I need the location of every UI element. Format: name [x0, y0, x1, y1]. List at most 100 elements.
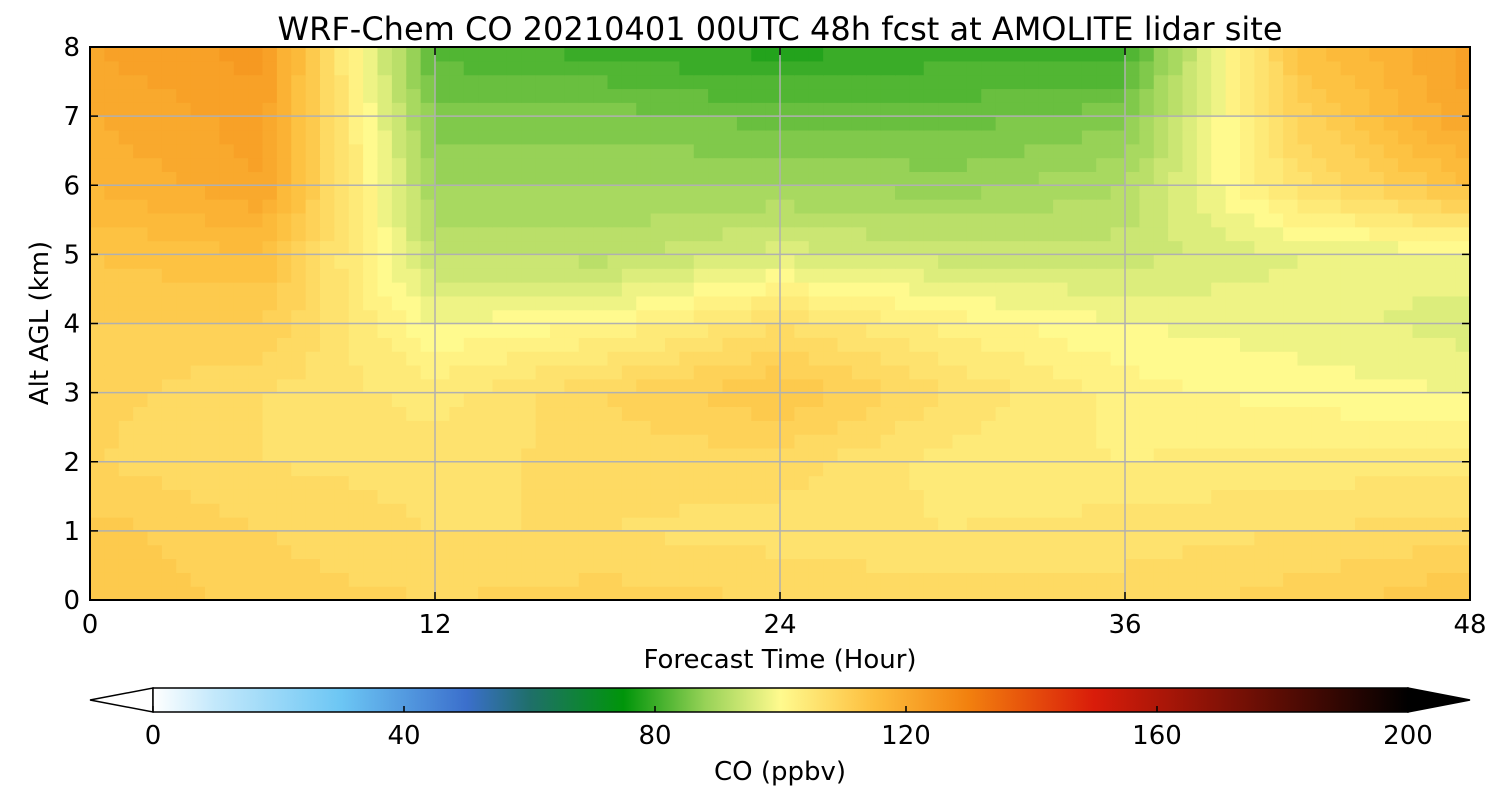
heatmap-cell	[506, 171, 522, 186]
heatmap-cell	[895, 406, 910, 421]
heatmap-cell	[995, 420, 1011, 435]
heatmap-cell	[1398, 88, 1414, 103]
heatmap-cell	[966, 143, 982, 159]
heatmap-cell	[506, 517, 522, 532]
heatmap-cell	[981, 434, 997, 449]
heatmap-cell	[1211, 503, 1227, 518]
heatmap-cell	[621, 268, 637, 283]
heatmap-cell	[981, 47, 997, 62]
heatmap-cell	[1010, 323, 1025, 338]
heatmap-cell	[133, 447, 149, 463]
heatmap-cell	[176, 185, 192, 200]
heatmap-cell	[823, 434, 839, 449]
heatmap-cell	[837, 282, 853, 297]
heatmap-cell	[1283, 503, 1299, 518]
heatmap-cell	[1283, 74, 1299, 90]
heatmap-cell	[1010, 572, 1025, 587]
heatmap-cell	[1455, 143, 1471, 159]
heatmap-cell	[147, 337, 163, 352]
heatmap-cell	[219, 323, 235, 338]
heatmap-cell	[564, 530, 580, 546]
heatmap-cell	[161, 572, 177, 587]
heatmap-cell	[722, 572, 738, 587]
heatmap-cell	[952, 586, 968, 601]
heatmap-cell	[837, 406, 853, 421]
heatmap-cell	[478, 254, 494, 269]
heatmap-cell	[1268, 254, 1284, 269]
heatmap-cell	[621, 88, 637, 103]
heatmap-cell	[1096, 586, 1112, 601]
heatmap-cell	[449, 544, 465, 560]
heatmap-cell	[1067, 129, 1083, 145]
heatmap-cell	[794, 295, 810, 311]
heatmap-cell	[219, 337, 235, 352]
heatmap-cell	[463, 434, 479, 449]
heatmap-cell	[521, 254, 537, 269]
heatmap-cell	[866, 323, 882, 338]
heatmap-cell	[780, 351, 795, 366]
heatmap-cell	[550, 212, 565, 228]
heatmap-cell	[765, 309, 781, 325]
heatmap-cell	[348, 337, 364, 352]
heatmap-cell	[190, 74, 206, 90]
heatmap-cell	[406, 586, 422, 601]
heatmap-cell	[1412, 544, 1428, 560]
heatmap-cell	[521, 282, 537, 297]
heatmap-cell	[1125, 226, 1140, 242]
heatmap-cell	[1297, 420, 1313, 435]
heatmap-cell	[449, 517, 465, 532]
heatmap-cell	[607, 143, 623, 159]
heatmap-cell	[1254, 558, 1270, 573]
heatmap-cell	[808, 254, 824, 269]
heatmap-cell	[808, 295, 824, 311]
heatmap-cell	[406, 517, 422, 532]
heatmap-cell	[161, 185, 177, 200]
heatmap-cell	[147, 88, 163, 103]
heatmap-cell	[1225, 129, 1241, 145]
heatmap-cell	[751, 171, 767, 186]
heatmap-cell	[823, 586, 839, 601]
heatmap-cell	[233, 503, 249, 518]
heatmap-cell	[248, 254, 264, 269]
heatmap-cell	[550, 157, 565, 173]
heatmap-cell	[1153, 447, 1169, 463]
heatmap-cell	[981, 282, 997, 297]
heatmap-cell	[1340, 434, 1356, 449]
heatmap-cell	[708, 406, 724, 421]
heatmap-cell	[133, 129, 149, 145]
heatmap-cell	[291, 530, 307, 546]
heatmap-cell	[176, 378, 192, 394]
heatmap-cell	[621, 282, 637, 297]
heatmap-cell	[895, 254, 910, 269]
heatmap-cell	[1211, 282, 1227, 297]
heatmap-cell	[262, 199, 278, 214]
heatmap-cell	[506, 185, 522, 200]
heatmap-cell	[521, 268, 537, 283]
heatmap-cell	[650, 102, 666, 117]
heatmap-cell	[1240, 337, 1255, 352]
heatmap-cell	[866, 420, 882, 435]
heatmap-cell	[578, 60, 594, 76]
heatmap-cell	[176, 530, 192, 546]
heatmap-cell	[190, 530, 206, 546]
heatmap-cell	[564, 447, 580, 463]
heatmap-cell	[219, 572, 235, 587]
heatmap-cell	[1326, 185, 1342, 200]
heatmap-cell	[463, 240, 479, 255]
heatmap-cell	[1441, 489, 1457, 504]
heatmap-cell	[621, 295, 637, 311]
heatmap-cell	[521, 240, 537, 255]
heatmap-cell	[621, 171, 637, 186]
heatmap-cell	[1139, 558, 1155, 573]
heatmap-cell	[636, 171, 652, 186]
heatmap-cell	[118, 461, 134, 477]
heatmap-cell	[1024, 420, 1040, 435]
heatmap-cell	[823, 185, 839, 200]
heatmap-cell	[420, 572, 436, 587]
heatmap-cell	[406, 530, 422, 546]
heatmap-cell	[736, 351, 752, 366]
heatmap-cell	[837, 489, 853, 504]
heatmap-cell	[492, 102, 508, 117]
heatmap-cell	[981, 351, 997, 366]
heatmap-cell	[1211, 268, 1227, 283]
